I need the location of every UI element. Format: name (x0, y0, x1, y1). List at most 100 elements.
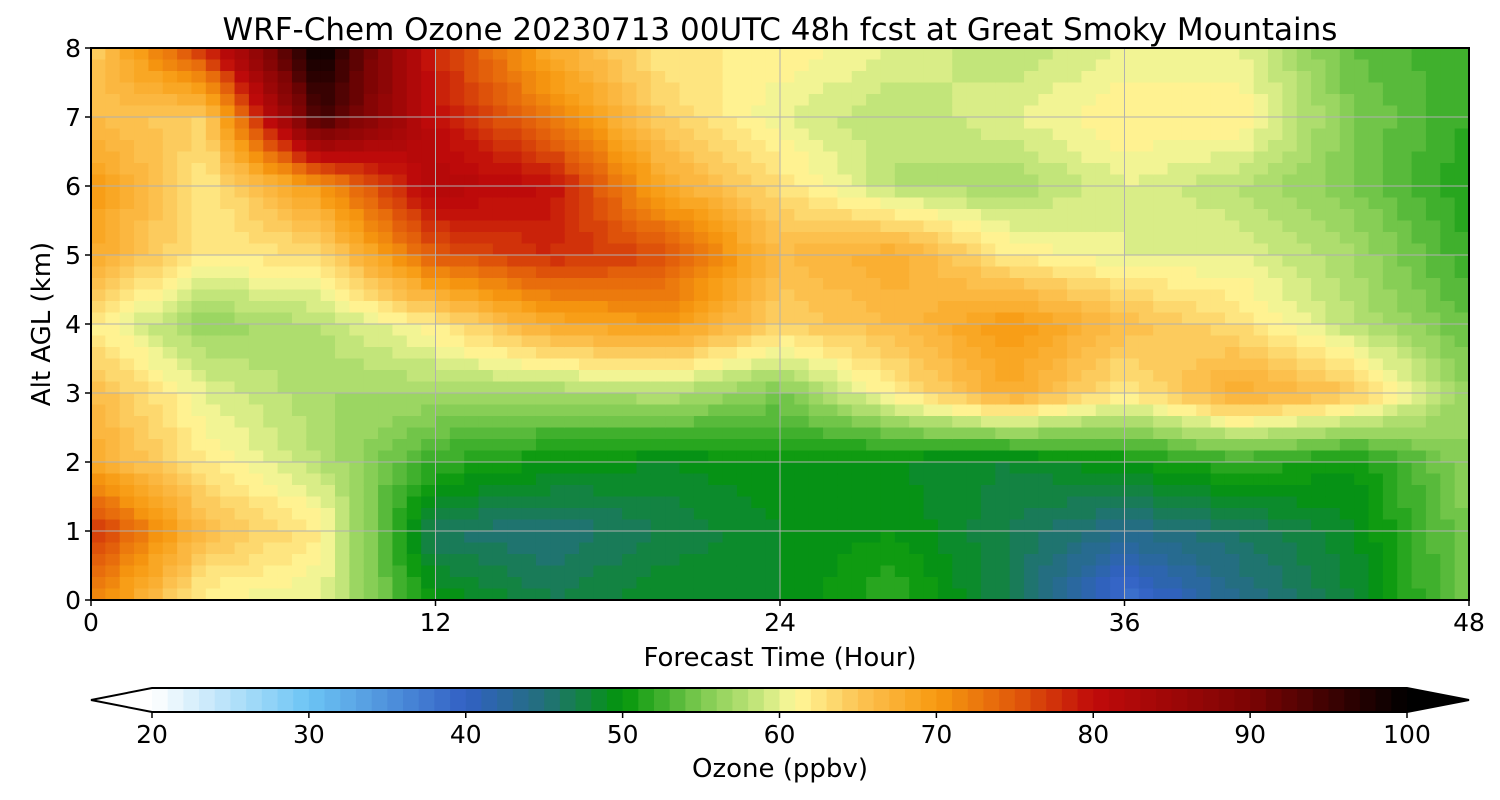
contour-cell (378, 140, 394, 153)
contour-cell (937, 519, 953, 532)
contour-cell (693, 370, 709, 383)
contour-cell (708, 324, 724, 337)
contour-cell (923, 278, 939, 291)
contour-cell (1196, 82, 1212, 95)
contour-cell (105, 588, 121, 601)
contour-cell (1052, 301, 1068, 314)
contour-cell (335, 243, 351, 256)
colorbar-tick-label: 40 (450, 720, 482, 749)
contour-cell (622, 289, 638, 302)
contour-cell (851, 186, 867, 199)
contour-cell (937, 358, 953, 371)
contour-cell (837, 232, 853, 245)
contour-cell (980, 266, 997, 279)
contour-cell (162, 255, 178, 268)
contour-cell (1454, 220, 1470, 233)
contour-cell (335, 462, 351, 475)
contour-cell (392, 508, 408, 521)
contour-cell (464, 105, 480, 118)
contour-cell (464, 416, 480, 429)
contour-cell (1196, 151, 1212, 164)
contour-cell (579, 324, 595, 337)
contour-cell (579, 82, 595, 95)
contour-cell (851, 577, 867, 590)
contour-cell (421, 59, 437, 72)
contour-cell (1268, 335, 1284, 348)
contour-cell (1081, 71, 1097, 84)
contour-cell (765, 48, 781, 61)
contour-cell (1368, 312, 1384, 325)
contour-cell (909, 140, 925, 153)
contour-cell (1368, 117, 1384, 130)
contour-cell (1081, 588, 1097, 601)
contour-cell (1268, 404, 1284, 417)
contour-cell (780, 462, 796, 475)
contour-cell (1440, 519, 1456, 532)
contour-cell (851, 243, 867, 256)
contour-cell (1153, 117, 1169, 130)
contour-cell (823, 243, 839, 256)
contour-cell (392, 266, 408, 279)
contour-cell (780, 71, 796, 84)
contour-cell (291, 542, 308, 555)
contour-cell (492, 209, 508, 222)
contour-cell (1110, 577, 1126, 590)
contour-cell (593, 404, 609, 417)
contour-cell (220, 370, 236, 383)
contour-cell (162, 151, 178, 164)
contour-cell (1311, 82, 1327, 95)
contour-cell (579, 416, 595, 429)
contour-cell (851, 220, 867, 233)
contour-cell (1138, 519, 1154, 532)
contour-cell (1325, 404, 1341, 417)
contour-cell (449, 588, 465, 601)
contour-cell (1167, 496, 1183, 509)
contour-cell (521, 220, 537, 233)
contour-cell (320, 197, 336, 210)
contour-cell (550, 117, 566, 130)
contour-cell (622, 531, 638, 544)
contour-cell (1038, 289, 1054, 302)
contour-cell (263, 255, 279, 268)
contour-cell (579, 59, 595, 72)
contour-cell (1411, 71, 1427, 84)
contour-cell (851, 301, 867, 314)
contour-cell (880, 289, 896, 302)
contour-cell (679, 82, 695, 95)
contour-cell (708, 554, 724, 567)
contour-cell (1052, 324, 1068, 337)
contour-cell (765, 404, 781, 417)
contour-cell (636, 335, 652, 348)
contour-cell (823, 255, 839, 268)
contour-cell (378, 105, 394, 118)
contour-cell (1081, 416, 1097, 429)
contour-cell (1210, 324, 1226, 337)
contour-cell (119, 186, 135, 199)
contour-cell (564, 588, 580, 601)
contour-cell (1181, 128, 1197, 141)
contour-cell (1224, 381, 1241, 394)
contour-cell (593, 59, 609, 72)
contour-cell (622, 163, 638, 176)
contour-cell (579, 519, 595, 532)
contour-cell (392, 404, 408, 417)
contour-cell (234, 197, 250, 210)
contour-cell (823, 393, 839, 406)
contour-cell (593, 266, 609, 279)
contour-cell (995, 473, 1011, 486)
contour-cell (1311, 485, 1327, 498)
contour-cell (1354, 220, 1370, 233)
contour-cell (1425, 496, 1441, 509)
contour-cell (521, 209, 537, 222)
contour-cell (1325, 48, 1341, 61)
contour-cell (708, 105, 724, 118)
contour-cell (1009, 531, 1025, 544)
contour-cell (751, 312, 767, 325)
contour-cell (1110, 105, 1126, 118)
contour-cell (980, 450, 997, 463)
contour-cell (91, 174, 107, 187)
contour-cell (421, 48, 437, 61)
contour-cell (1296, 542, 1312, 555)
contour-cell (220, 186, 236, 199)
contour-cell (234, 128, 250, 141)
